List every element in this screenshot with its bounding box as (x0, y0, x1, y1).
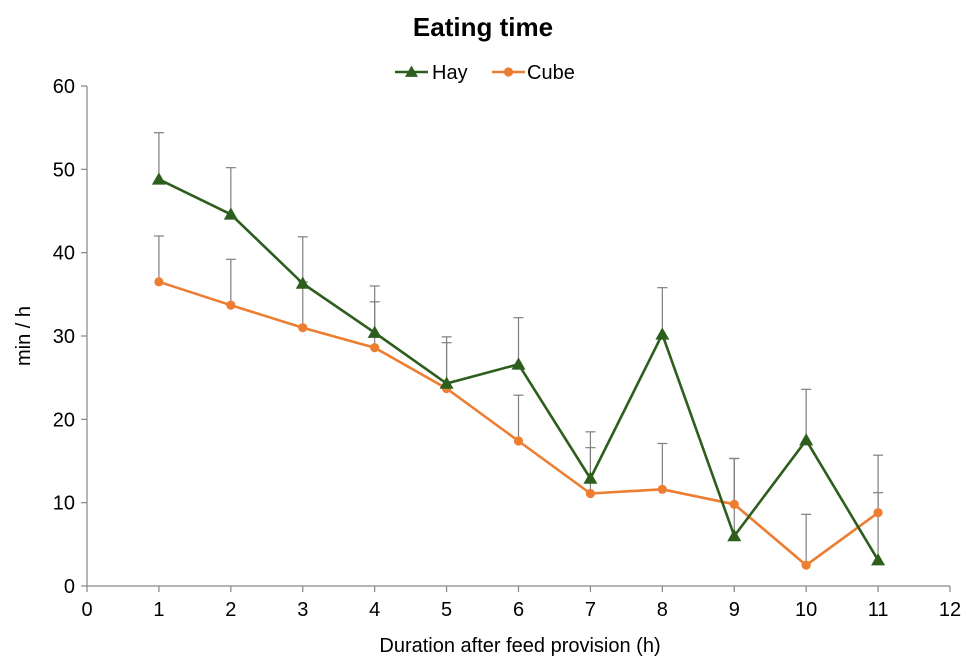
x-tick-label: 11 (868, 599, 889, 621)
data-point-cube (801, 560, 811, 570)
x-tick-label: 10 (795, 599, 817, 621)
y-tick-label: 40 (53, 243, 75, 265)
data-point-hay (439, 376, 454, 389)
y-tick-label: 20 (53, 409, 75, 431)
x-tick-label: 3 (297, 599, 308, 621)
data-point-cube (513, 436, 524, 446)
x-tick-label: 12 (939, 599, 961, 621)
y-tick-label: 60 (53, 76, 75, 98)
data-point-cube (585, 488, 596, 499)
data-point-cube (298, 323, 308, 333)
data-point-hay (511, 357, 526, 370)
x-tick-label: 6 (513, 599, 524, 621)
data-point-cube (657, 484, 667, 494)
legend-label: Cube (527, 62, 575, 84)
legend-marker (405, 65, 418, 77)
data-point-hay (367, 325, 382, 338)
x-tick-label: 9 (729, 599, 740, 621)
data-point-hay (871, 553, 886, 566)
data-point-hay (727, 529, 742, 542)
data-point-hay (583, 471, 598, 484)
legend-item-cube: Cube (492, 62, 575, 84)
legend-label: Hay (432, 62, 468, 84)
x-axis-label: Duration after feed provision (h) (379, 635, 660, 657)
legend-marker (503, 67, 514, 77)
y-axis-label: min / h (13, 306, 35, 366)
data-point-cube (873, 508, 883, 518)
series-line-hay (158, 178, 880, 561)
x-tick-label: 1 (153, 599, 164, 621)
x-tick-label: 5 (441, 599, 452, 621)
data-point-cube (154, 277, 164, 287)
legend: Hay Cube (395, 62, 575, 84)
data-point-cube (226, 300, 236, 310)
y-tick-label: 30 (53, 326, 75, 348)
data-point-hay (655, 327, 670, 340)
chart-title: Eating time (413, 12, 553, 42)
x-tick-label: 8 (657, 599, 668, 621)
y-tick-label: 0 (64, 576, 75, 598)
data-point-hay (151, 172, 166, 185)
error-bars (153, 132, 884, 566)
x-tick-label: 7 (585, 599, 596, 621)
x-tick-label: 0 (81, 599, 92, 621)
data-point-hay (295, 276, 310, 289)
data-point-hay (223, 207, 238, 220)
x-tick-label: 2 (225, 599, 236, 621)
series-markers (151, 172, 886, 570)
x-tick-label: 4 (369, 599, 380, 621)
data-point-hay (799, 433, 814, 446)
data-point-cube (370, 343, 380, 353)
legend-item-hay: Hay (395, 62, 468, 84)
y-tick-label: 10 (53, 493, 75, 515)
series-lines (158, 178, 880, 567)
y-tick-label: 50 (53, 159, 75, 181)
data-point-cube (729, 499, 739, 509)
